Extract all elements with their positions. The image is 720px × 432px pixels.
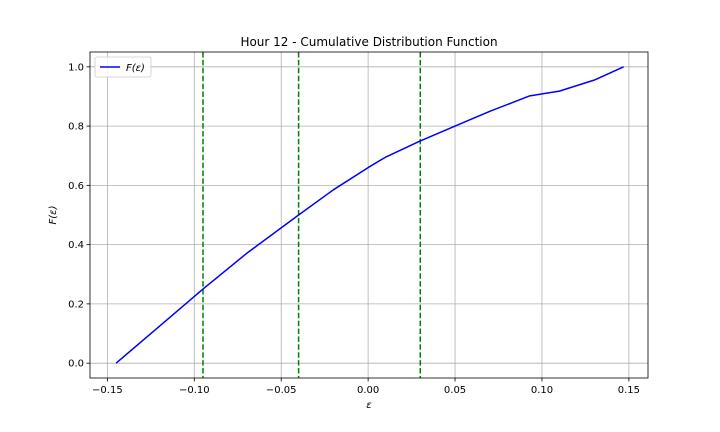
series-layer: [115, 66, 624, 364]
x-tick-label: −0.10: [179, 385, 210, 396]
x-tick-label: −0.15: [92, 385, 123, 396]
plot-frame: [89, 51, 649, 379]
y-tick-label: 0.8: [68, 122, 84, 133]
y-tick-label: 0.6: [68, 181, 84, 192]
x-tick-label: 0.05: [444, 385, 466, 396]
axis-ticks: −0.15 −0.10 −0.05 0.00 0.05 0.10 0.15 0.0 0.2 0.4…: [68, 62, 640, 396]
chart-title: Hour 12 - Cumulative Distribution Functi…: [240, 35, 497, 49]
legend: F(ε): [94, 56, 152, 78]
legend-box: [94, 56, 152, 78]
grid: [90, 52, 648, 378]
x-tick-label: 0.00: [357, 385, 379, 396]
y-tick-label: 1.0: [68, 62, 84, 73]
x-tick-label: 0.15: [618, 385, 640, 396]
y-axis-label: F(ε): [48, 206, 59, 225]
y-tick-label: 0.4: [68, 240, 84, 251]
y-tick-label: 0.2: [68, 299, 84, 310]
y-tick-label: 0.0: [68, 359, 84, 370]
x-tick-label: −0.05: [266, 385, 297, 396]
legend-label: F(ε): [126, 63, 145, 74]
cdf-line: [115, 66, 624, 364]
x-tick-label: 0.10: [531, 385, 553, 396]
x-axis-label: ε: [366, 400, 372, 411]
